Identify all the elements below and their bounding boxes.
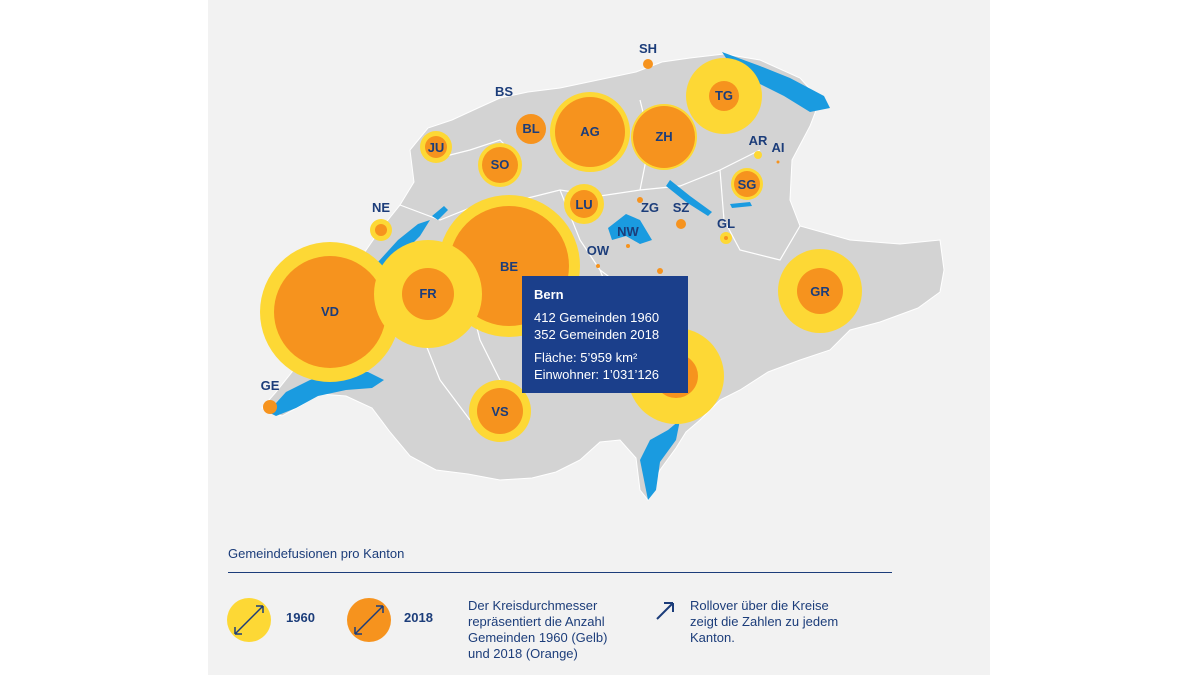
label-ar: AR <box>749 133 768 148</box>
circle-2018-gl[interactable] <box>724 236 728 240</box>
legend-year-1960: 1960 <box>286 610 315 625</box>
circle-2018-vs[interactable] <box>477 388 523 434</box>
circle-2018-ne[interactable] <box>375 224 387 236</box>
tooltip-area: Fläche: 5’959 km² <box>534 350 638 365</box>
label-sh: SH <box>639 41 657 56</box>
circle-2018-sg[interactable] <box>734 171 760 197</box>
lakes <box>268 52 830 500</box>
label-bs: BS <box>495 84 513 99</box>
label-ag: AG <box>580 124 600 139</box>
lake-walensee <box>730 202 752 208</box>
circle-2018-ju[interactable] <box>425 136 447 158</box>
legend-hint-line: Rollover über die Kreise <box>690 598 829 613</box>
lake-lucerne <box>608 214 652 244</box>
tooltip-canton-name: Bern <box>534 287 564 302</box>
circle-2018-ur[interactable] <box>657 268 663 274</box>
legend-hint-line: zeigt die Zahlen zu jedem <box>690 614 839 629</box>
label-vs: VS <box>491 404 509 419</box>
label-tg: TG <box>715 88 733 103</box>
label-lu: LU <box>575 197 592 212</box>
circle-2018-ow[interactable] <box>596 264 600 268</box>
circle-2018-lu[interactable] <box>570 190 598 218</box>
label-so: SO <box>491 157 510 172</box>
label-vd: VD <box>321 304 339 319</box>
label-zh: ZH <box>655 129 672 144</box>
legend-description-line: Gemeinden 1960 (Gelb) <box>468 630 608 645</box>
legend-hint-line: Kanton. <box>690 630 735 645</box>
canton-tooltip: Bern 412 Gemeinden 1960 352 Gemeinden 20… <box>522 276 688 393</box>
label-gl: GL <box>717 216 735 231</box>
lake-maggiore <box>640 420 680 500</box>
circle-2018-sz[interactable] <box>676 219 686 229</box>
lake-zurich <box>666 180 712 216</box>
tooltip-population: Einwohner: 1’031’126 <box>534 367 660 382</box>
legend-description-line: und 2018 (Orange) <box>468 646 578 661</box>
canton-labels: VD BE FR TI AG GR ZH VS TG SO LU BL SG J… <box>261 41 831 419</box>
legend-title: Gemeindefusionen pro Kanton <box>228 546 405 561</box>
legend-divider <box>228 572 892 573</box>
circle-2018-so[interactable] <box>482 147 518 183</box>
legend-description-line: Der Kreisdurchmesser <box>468 598 598 613</box>
circle-2018-zg[interactable] <box>637 197 643 203</box>
label-fr: FR <box>419 286 437 301</box>
tooltip-2018-count: 352 Gemeinden 2018 <box>534 327 660 342</box>
circle-2018-ai[interactable] <box>776 160 780 164</box>
legend-circle-2018-icon <box>347 598 391 642</box>
circle-2018-fr[interactable] <box>402 268 454 320</box>
legend-description: Der Kreisdurchmesser repräsentiert die A… <box>468 598 607 662</box>
tooltip-1960-count: 412 Gemeinden 1960 <box>534 310 660 325</box>
label-sg: SG <box>738 177 757 192</box>
label-ai: AI <box>772 140 785 155</box>
label-bl: BL <box>522 121 539 136</box>
circle-2018-vd[interactable] <box>274 256 386 368</box>
circle-2018-zh[interactable] <box>633 106 695 168</box>
label-ge: GE <box>261 378 280 393</box>
circle-2018-tg[interactable] <box>709 81 739 111</box>
circle-2018-nw[interactable] <box>626 244 630 248</box>
label-ow: OW <box>587 243 610 258</box>
label-nw: NW <box>617 224 639 239</box>
circle-1960-ar[interactable] <box>754 151 762 159</box>
legend-description-line: repräsentiert die Anzahl <box>468 614 605 629</box>
lake-constance <box>722 52 830 112</box>
label-ne: NE <box>372 200 390 215</box>
lake-biel <box>432 206 448 220</box>
lake-geneva <box>268 372 384 416</box>
canton-circles[interactable] <box>260 58 862 442</box>
legend-year-2018: 2018 <box>404 610 433 625</box>
rollover-arrow-icon <box>656 602 674 620</box>
circle-2018-ag[interactable] <box>555 97 625 167</box>
circle-2018-ge[interactable] <box>263 400 277 414</box>
label-gr: GR <box>810 284 830 299</box>
label-ju: JU <box>428 140 445 155</box>
label-be: BE <box>500 259 518 274</box>
circle-2018-gr[interactable] <box>797 268 843 314</box>
legend-circle-1960-icon <box>227 598 271 642</box>
legend-hint: Rollover über die Kreise zeigt die Zahle… <box>690 598 838 646</box>
label-sz: SZ <box>673 200 690 215</box>
circle-2018-bl[interactable] <box>516 114 546 144</box>
label-zg: ZG <box>641 200 659 215</box>
circle-2018-sh[interactable] <box>643 59 653 69</box>
